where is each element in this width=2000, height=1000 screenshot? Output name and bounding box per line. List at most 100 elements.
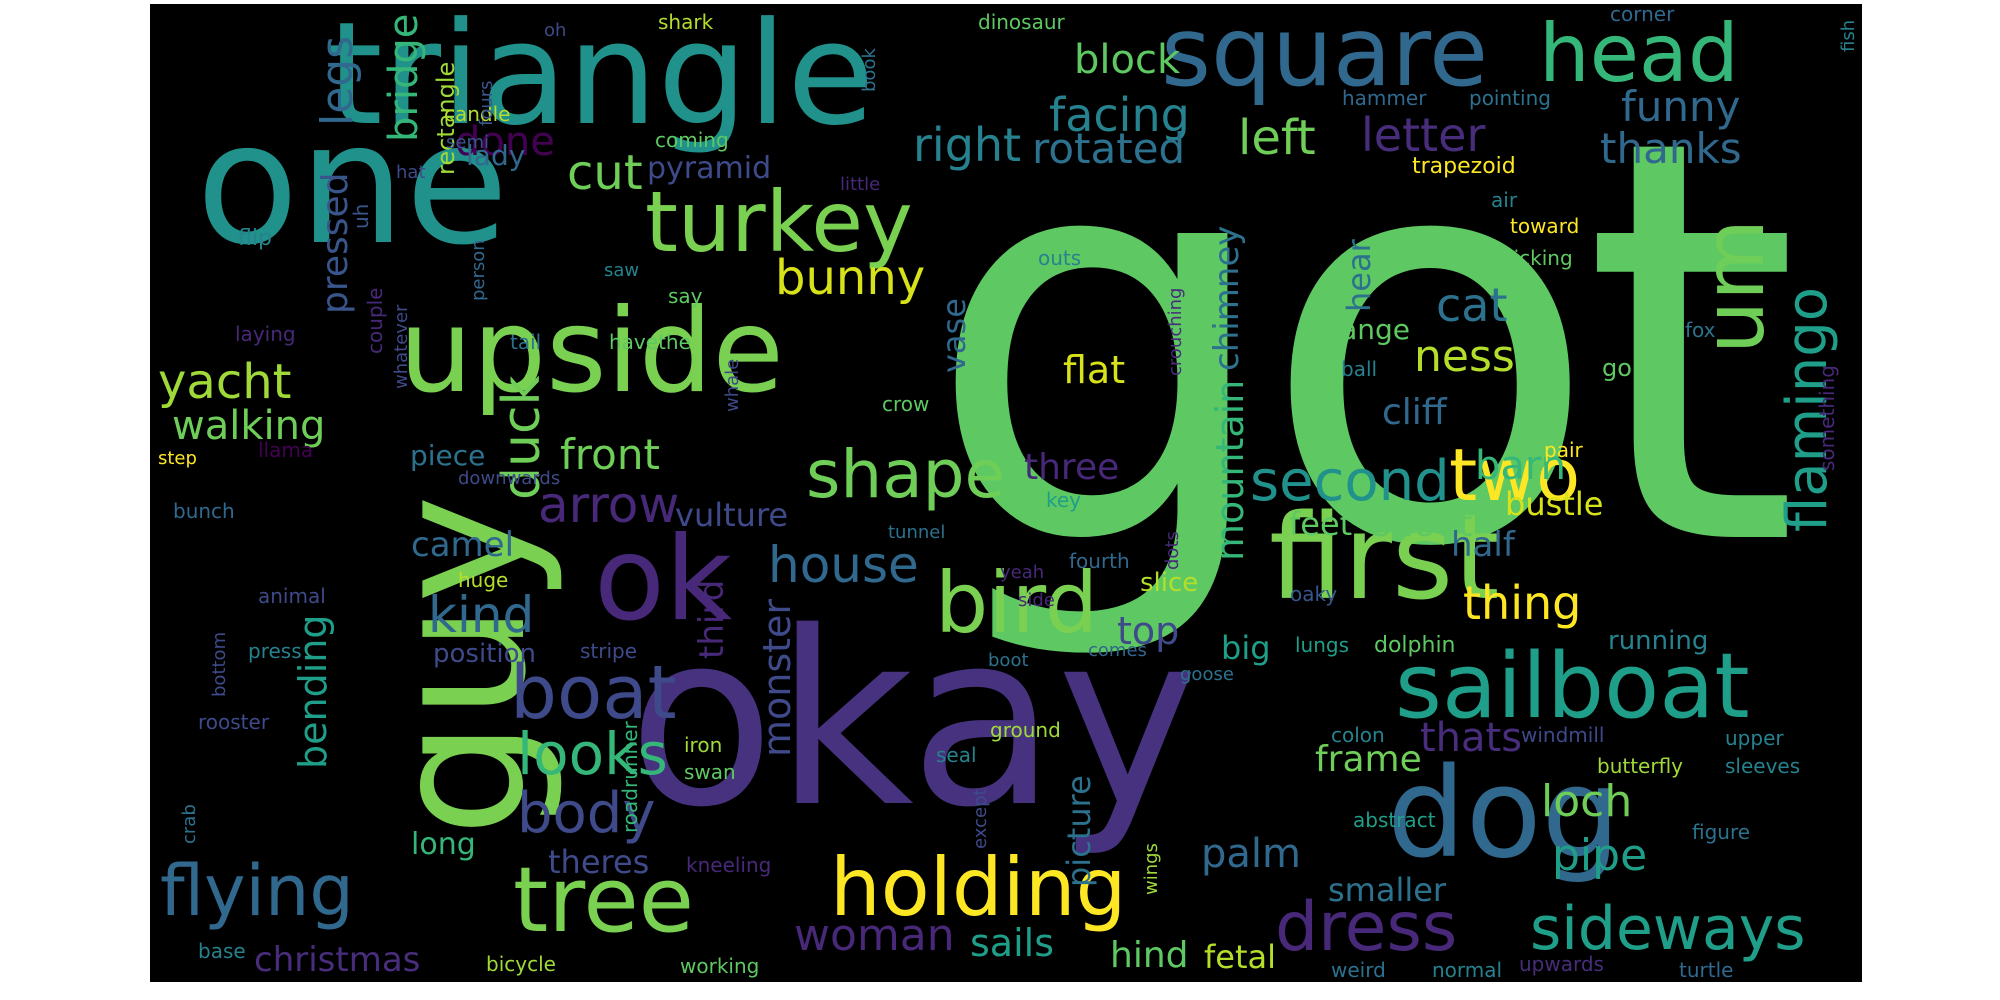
word-house: house	[768, 536, 919, 594]
word-top: top	[1117, 609, 1180, 653]
word-funny: funny	[1621, 82, 1741, 131]
word-coming: coming	[655, 128, 729, 152]
word-comes: comes	[1088, 640, 1147, 661]
word-iron: iron	[684, 733, 723, 757]
word-yacht: yacht	[158, 354, 292, 410]
word-whale: whale	[722, 358, 743, 412]
word-bottom: bottom	[209, 631, 230, 697]
word-dots: dots	[1162, 531, 1183, 570]
word-upper: upper	[1725, 726, 1784, 750]
word-running: running	[1608, 626, 1709, 656]
word-oaky: oaky	[1290, 582, 1338, 606]
word-ok: ok	[594, 512, 733, 647]
word-bunny: bunny	[775, 250, 926, 306]
word-sleeves: sleeves	[1725, 754, 1801, 778]
word-hammer: hammer	[1342, 86, 1427, 110]
word-left: left	[1238, 110, 1316, 166]
word-theres: theres	[548, 843, 650, 881]
word-pipe: pipe	[1552, 830, 1648, 881]
word-oh: oh	[544, 20, 567, 41]
word-press: press	[248, 639, 302, 663]
word-stripe: stripe	[580, 639, 638, 663]
word-say: say	[668, 284, 703, 308]
word-thing: thing	[1463, 576, 1582, 630]
word-holding: holding	[830, 841, 1127, 934]
word-arrow: arrow	[538, 476, 680, 534]
word-body: body	[517, 781, 656, 846]
word-front: front	[560, 430, 660, 479]
word-wings: wings	[1141, 843, 1162, 895]
word-turkey: turkey	[645, 173, 913, 271]
word-facing: facing	[1049, 88, 1190, 142]
word-loch: loch	[1541, 776, 1633, 827]
word-strange: strange	[1303, 313, 1410, 346]
word-colon: colon	[1331, 723, 1385, 747]
word-downwards: downwards	[458, 468, 561, 489]
word-one: one	[196, 86, 509, 282]
word-seal: seal	[936, 743, 977, 767]
word-mountain: mountain	[1208, 379, 1252, 561]
word-candle: candle	[444, 102, 511, 126]
word-piece: piece	[410, 439, 486, 472]
word-crab: crab	[179, 804, 200, 844]
word-camel: camel	[411, 525, 515, 565]
word-cliff: cliff	[1382, 392, 1447, 433]
word-looks: looks	[517, 720, 668, 788]
word-sailboat: sailboat	[1395, 634, 1750, 739]
word-yeah: yeah	[1000, 562, 1045, 583]
word-vulture: vulture	[675, 496, 789, 534]
word-cloud-canvas: got okay one guy triangle upside square …	[150, 4, 1862, 982]
word-pair: pair	[1544, 438, 1583, 462]
word-bunch: bunch	[173, 499, 235, 523]
word-hind: hind	[1110, 935, 1189, 976]
word-semi: semi	[446, 132, 489, 153]
word-toward: toward	[1510, 214, 1580, 238]
word-pyramid: pyramid	[647, 151, 772, 186]
word-turtle: turtle	[1679, 958, 1734, 982]
word-bicycle: bicycle	[486, 952, 556, 976]
word-position: position	[433, 639, 536, 669]
word-kind: kind	[428, 586, 535, 644]
word-air: air	[1491, 188, 1518, 212]
word-little: little	[840, 174, 881, 195]
word-chimney: chimney	[1207, 225, 1247, 371]
word-boat: boat	[510, 650, 677, 736]
word-cut: cut	[567, 145, 643, 201]
word-got: got	[925, 22, 1800, 669]
word-bridge: bridge	[381, 13, 427, 142]
word-pointing: pointing	[1469, 86, 1551, 110]
word-feet: feet	[1289, 505, 1353, 543]
word-big: big	[1221, 629, 1271, 667]
word-rotated: rotated	[1032, 124, 1186, 173]
word-upwards: upwards	[1519, 952, 1604, 976]
word-triangle: triangle	[327, 4, 875, 157]
word-lady: lady	[466, 139, 526, 172]
word-corner: corner	[1610, 4, 1675, 26]
word-bird: bird	[935, 554, 1099, 652]
word-laying: laying	[235, 322, 296, 346]
word-figure: figure	[1692, 820, 1751, 844]
word-saw: saw	[604, 260, 640, 281]
word-done: done	[455, 119, 555, 165]
word-pressed: pressed	[315, 172, 356, 314]
word-ball: ball	[1341, 357, 1378, 381]
word-frame: frame	[1315, 739, 1422, 780]
word-christmas: christmas	[254, 940, 421, 980]
word-side: side	[1018, 590, 1055, 611]
word-butterfly: butterfly	[1597, 754, 1684, 778]
word-barn: barn	[1475, 443, 1566, 489]
word-tunnel: tunnel	[888, 522, 946, 543]
word-bustle: bustle	[1505, 485, 1604, 523]
word-two: two	[1449, 433, 1581, 517]
word-going: going	[1602, 354, 1670, 382]
word-havethe: havethe	[609, 330, 691, 354]
word-third: third	[692, 579, 732, 659]
word-half: half	[1451, 525, 1515, 565]
word-walking: walking	[172, 403, 326, 449]
word-windmill: windmill	[1521, 723, 1605, 747]
word-dolphin: dolphin	[1374, 633, 1456, 658]
word-block: block	[1074, 37, 1181, 83]
word-long: long	[411, 827, 476, 862]
word-square: square	[1161, 4, 1489, 108]
word-fetal: fetal	[1204, 938, 1276, 976]
